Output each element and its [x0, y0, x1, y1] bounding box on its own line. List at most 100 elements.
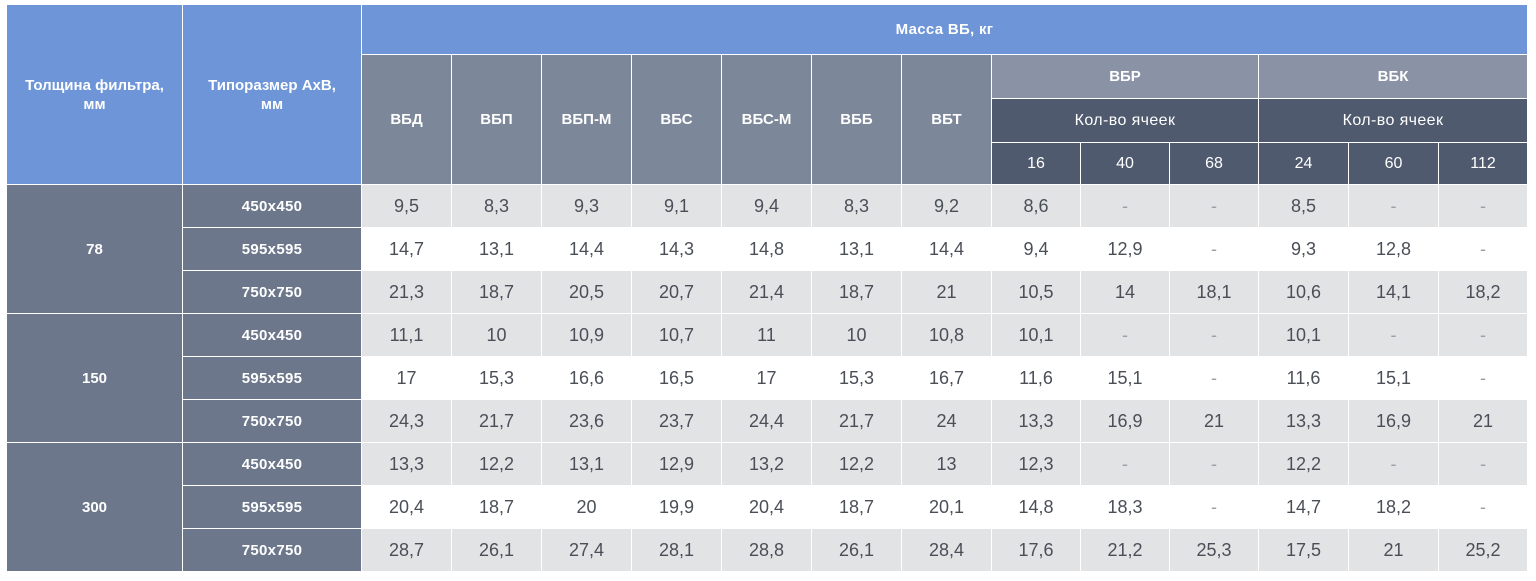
value-cell: 10 — [811, 313, 902, 357]
value-cell: 11,6 — [1258, 356, 1349, 400]
thickness-header: Толщина фильтра, мм — [6, 4, 183, 185]
vbk-header: ВБК — [1258, 54, 1528, 99]
value-cell: 20 — [541, 485, 632, 529]
value-cell: 14,3 — [631, 227, 722, 271]
value-cell: 24 — [901, 399, 992, 443]
size-cell: 595х595 — [182, 356, 362, 400]
value-cell: 14,8 — [991, 485, 1081, 529]
thickness-cell: 150 — [6, 313, 183, 443]
value-cell: 27,4 — [541, 528, 632, 572]
value-cell: 12,9 — [1080, 227, 1170, 271]
value-cell: - — [1169, 485, 1259, 529]
value-cell: - — [1348, 184, 1439, 228]
value-cell: 23,7 — [631, 399, 722, 443]
value-cell: 19,9 — [631, 485, 722, 529]
value-cell: - — [1348, 313, 1439, 357]
value-cell: - — [1169, 442, 1259, 486]
value-cell: 15,1 — [1080, 356, 1170, 400]
value-cell: 21 — [1169, 399, 1259, 443]
value-cell: 25,2 — [1438, 528, 1528, 572]
value-cell: - — [1438, 356, 1528, 400]
value-cell: 9,4 — [721, 184, 812, 228]
value-cell: 18,7 — [811, 270, 902, 314]
type-header-vbt: ВБТ — [901, 54, 992, 185]
value-cell: 14,4 — [901, 227, 992, 271]
value-cell: 12,2 — [451, 442, 542, 486]
value-cell: 17 — [361, 356, 452, 400]
value-cell: 14 — [1080, 270, 1170, 314]
value-cell: 13,1 — [451, 227, 542, 271]
value-cell: 10,5 — [991, 270, 1081, 314]
vbk-cells-112: 112 — [1438, 142, 1528, 185]
value-cell: 13,3 — [1258, 399, 1349, 443]
value-cell: 10,6 — [1258, 270, 1349, 314]
value-cell: 17 — [721, 356, 812, 400]
size-cell: 750х750 — [182, 270, 362, 314]
size-cell: 595х595 — [182, 227, 362, 271]
vbk-cells-60: 60 — [1348, 142, 1439, 185]
cells-label-vbk: Кол-во ячеек — [1258, 98, 1528, 143]
value-cell: 10,7 — [631, 313, 722, 357]
value-cell: 14,7 — [361, 227, 452, 271]
value-cell: 12,2 — [811, 442, 902, 486]
vbk-cells-24: 24 — [1258, 142, 1349, 185]
value-cell: 14,1 — [1348, 270, 1439, 314]
value-cell: - — [1438, 442, 1528, 486]
table-row: 750х750 21,3 18,7 20,5 20,7 21,4 18,7 21 10,5 14 1… — [7, 270, 1528, 314]
value-cell: - — [1438, 485, 1528, 529]
table-row: 595х595 14,7 13,1 14,4 14,3 14,8 13,1 14,4 9,4 12… — [7, 227, 1528, 271]
vbr-cells-16: 16 — [991, 142, 1081, 185]
value-cell: 16,7 — [901, 356, 992, 400]
value-cell: 20,4 — [361, 485, 452, 529]
size-cell: 750х750 — [182, 399, 362, 443]
type-header-vbs-m: ВБС-М — [721, 54, 812, 185]
value-cell: 16,6 — [541, 356, 632, 400]
value-cell: 28,7 — [361, 528, 452, 572]
value-cell: 8,3 — [811, 184, 902, 228]
value-cell: 9,2 — [901, 184, 992, 228]
value-cell: 12,3 — [991, 442, 1081, 486]
table-row: 750х750 28,7 26,1 27,4 28,1 28,8 26,1 28,4 17,6 2… — [7, 528, 1528, 572]
value-cell: 13,3 — [991, 399, 1081, 443]
value-cell: 11,1 — [361, 313, 452, 357]
size-cell: 595х595 — [182, 485, 362, 529]
value-cell: 24,3 — [361, 399, 452, 443]
value-cell: 23,6 — [541, 399, 632, 443]
value-cell: 9,5 — [361, 184, 452, 228]
value-cell: 13,3 — [361, 442, 452, 486]
table-row: 750х750 24,3 21,7 23,6 23,7 24,4 21,7 24 13,3 16,… — [7, 399, 1528, 443]
size-cell: 450х450 — [182, 442, 362, 486]
value-cell: - — [1169, 313, 1259, 357]
value-cell: 11,6 — [991, 356, 1081, 400]
value-cell: 21,2 — [1080, 528, 1170, 572]
value-cell: 10,8 — [901, 313, 992, 357]
value-cell: - — [1169, 227, 1259, 271]
value-cell: 8,5 — [1258, 184, 1349, 228]
value-cell: 13,2 — [721, 442, 812, 486]
value-cell: - — [1080, 184, 1170, 228]
mass-table: Толщина фильтра, мм Типоразмер АхВ, мм М… — [6, 4, 1528, 572]
value-cell: 13 — [901, 442, 992, 486]
value-cell: 26,1 — [811, 528, 902, 572]
value-cell: 24,4 — [721, 399, 812, 443]
value-cell: 10,1 — [991, 313, 1081, 357]
value-cell: 14,4 — [541, 227, 632, 271]
vbr-cells-68: 68 — [1169, 142, 1259, 185]
mass-header: Масса ВБ, кг — [361, 4, 1528, 55]
value-cell: 8,6 — [991, 184, 1081, 228]
value-cell: 25,3 — [1169, 528, 1259, 572]
value-cell: 13,1 — [811, 227, 902, 271]
value-cell: 13,1 — [541, 442, 632, 486]
value-cell: - — [1080, 442, 1170, 486]
value-cell: - — [1080, 313, 1170, 357]
value-cell: 17,6 — [991, 528, 1081, 572]
value-cell: - — [1169, 356, 1259, 400]
value-cell: 16,9 — [1080, 399, 1170, 443]
value-cell: 9,3 — [541, 184, 632, 228]
type-header-vbd: ВБД — [361, 54, 452, 185]
value-cell: 18,7 — [451, 270, 542, 314]
value-cell: 18,2 — [1438, 270, 1528, 314]
table-row: 78 450х450 9,5 8,3 9,3 9,1 9,4 8,3 9,2 8,6- -8,5- - — [6, 184, 1528, 314]
value-cell: 12,8 — [1348, 227, 1439, 271]
value-cell: 21,7 — [451, 399, 542, 443]
